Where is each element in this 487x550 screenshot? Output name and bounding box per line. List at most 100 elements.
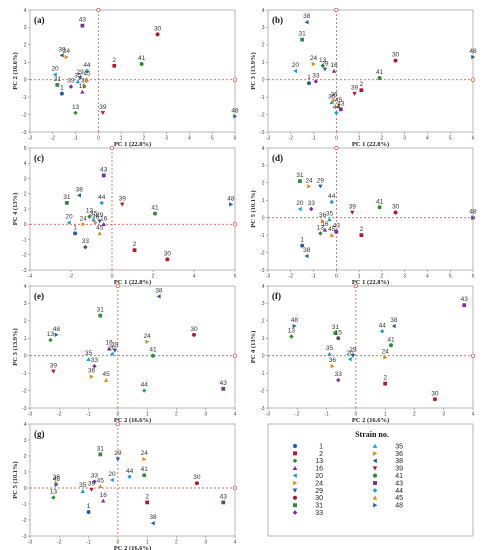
legend-item: 48 xyxy=(373,503,403,510)
data-point xyxy=(112,63,117,68)
point-label: 48 xyxy=(469,48,477,55)
zero-line-end xyxy=(115,421,121,427)
x-tick-label: 2 xyxy=(380,136,383,142)
legend-title: Strain no. xyxy=(355,430,389,439)
data-point xyxy=(318,184,323,189)
data-point xyxy=(334,110,339,116)
point-label: 2 xyxy=(383,375,387,382)
y-tick-label: 4 xyxy=(262,8,265,14)
data-point xyxy=(297,206,302,212)
x-tick-label: 3 xyxy=(204,412,207,418)
y-tick-label: 4 xyxy=(24,8,27,14)
data-point xyxy=(194,481,199,486)
data-point xyxy=(132,248,137,253)
x-tick-label: -2 xyxy=(57,412,62,418)
point-label: 45 xyxy=(83,71,91,78)
legend-item: 24 xyxy=(293,480,323,487)
point-label: 35 xyxy=(90,211,98,218)
zero-line-end xyxy=(334,145,339,151)
data-point xyxy=(347,357,352,362)
zero-line-end xyxy=(470,353,476,358)
y-tick-label: 0 xyxy=(262,78,265,84)
legend-label: 33 xyxy=(315,510,323,517)
y-tick-label: -3 xyxy=(260,130,265,136)
legend-item: 44 xyxy=(372,488,403,495)
point-label: 44 xyxy=(98,194,106,201)
point-label: 31 xyxy=(97,307,105,314)
legend-item: 45 xyxy=(372,495,403,502)
point-label: 24 xyxy=(141,450,149,457)
data-point xyxy=(153,211,158,216)
point-label: 13 xyxy=(319,57,327,64)
y-tick-label: -3 xyxy=(260,268,265,274)
legend-label: 13 xyxy=(315,458,323,465)
zero-line-end xyxy=(353,283,359,289)
data-point xyxy=(51,369,56,374)
x-tick-label: 4 xyxy=(472,412,475,418)
point-label: 48 xyxy=(469,209,477,216)
panel-letter: (e) xyxy=(34,291,44,301)
x-axis-label: PC 1 (22.8%) xyxy=(114,141,151,148)
data-point xyxy=(332,98,337,103)
point-label: 39 xyxy=(349,203,357,210)
data-point xyxy=(84,68,90,74)
legend-item: 31 xyxy=(293,503,323,510)
data-point xyxy=(115,457,121,462)
legend-marker xyxy=(373,502,378,508)
plot-frame xyxy=(29,9,236,133)
x-tick-label: -1 xyxy=(86,412,91,418)
legend-item: 33 xyxy=(292,510,323,517)
point-label: 33 xyxy=(67,78,75,85)
x-tick-label: 0 xyxy=(97,136,100,142)
point-label: 2 xyxy=(360,81,364,88)
legend-item: 43 xyxy=(373,480,403,487)
panel-letter: (g) xyxy=(34,429,45,439)
y-tick-label: 1 xyxy=(24,60,27,66)
point-label: 33 xyxy=(335,371,343,378)
x-tick-label: 4 xyxy=(426,274,429,280)
data-point xyxy=(109,351,114,357)
point-label: 44 xyxy=(141,382,149,389)
panel-f: -3 -2 -1 0 1 2 3 4 -3 -2 -1 0 1 2 3 4 PC 2 (16.6%) PC 4 (… xyxy=(250,283,476,424)
point-label: 16 xyxy=(105,340,113,347)
data-point xyxy=(86,357,91,361)
y-axis-label: PC 5 (10.1%) xyxy=(12,461,19,498)
x-tick-label: -3 xyxy=(266,136,271,142)
data-point xyxy=(221,386,226,391)
point-label: 41 xyxy=(376,198,384,205)
legend-label: 44 xyxy=(395,488,403,495)
data-point xyxy=(86,510,91,514)
data-point xyxy=(380,329,385,334)
legend-item: 41 xyxy=(372,473,403,480)
point-label: 24 xyxy=(382,348,390,355)
data-point xyxy=(320,219,325,224)
point-label: 13 xyxy=(50,489,58,496)
point-label: 2 xyxy=(112,57,116,64)
y-tick-label: -1 xyxy=(22,95,27,101)
y-tick-label: -2 xyxy=(260,250,265,256)
data-point xyxy=(66,220,71,225)
x-tick-label: 3 xyxy=(403,274,406,280)
legend-marker xyxy=(373,451,378,456)
x-tick-label: 3 xyxy=(403,136,406,142)
data-point xyxy=(307,184,312,189)
y-axis-label: PC 2 (16.6%) xyxy=(12,52,19,89)
x-tick-label: -3 xyxy=(28,136,33,142)
y-tick-label: -1 xyxy=(22,371,27,377)
legend-label: 24 xyxy=(315,480,323,487)
point-label: 43 xyxy=(337,100,345,107)
point-label: 45 xyxy=(96,224,104,231)
data-point xyxy=(383,381,388,386)
data-point xyxy=(106,346,112,351)
point-label: 31 xyxy=(296,172,304,179)
data-point xyxy=(330,363,335,369)
point-label: 38 xyxy=(155,287,163,294)
data-point xyxy=(89,374,94,379)
legend-label: 16 xyxy=(315,466,323,473)
point-label: 43 xyxy=(333,223,341,230)
x-tick-label: -3 xyxy=(266,274,271,280)
data-point xyxy=(327,217,332,222)
x-tick-label: -1 xyxy=(324,412,329,418)
legend-marker xyxy=(372,443,378,448)
